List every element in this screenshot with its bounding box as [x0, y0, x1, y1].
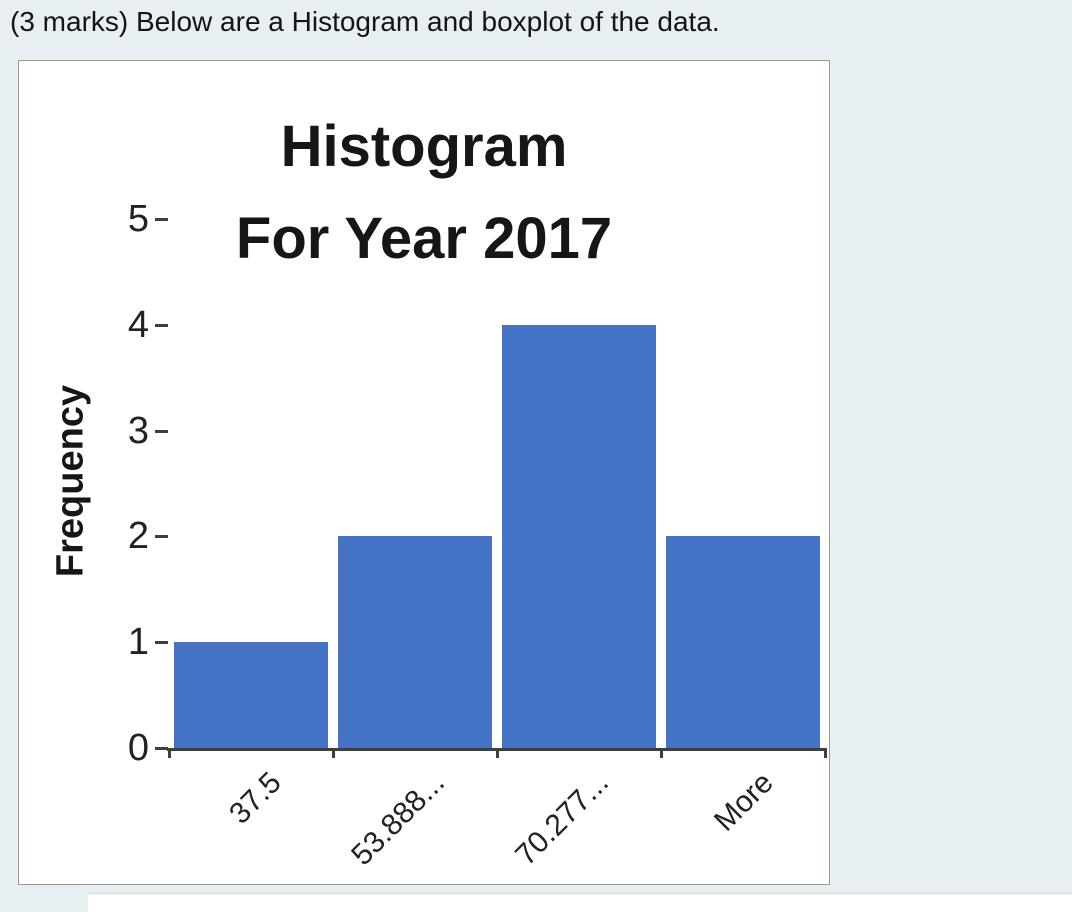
x-tick-label-text: 70.277... — [509, 766, 616, 872]
y-tick-mark — [155, 218, 168, 221]
chart-title-line2: For Year 2017 — [235, 206, 613, 271]
histogram-bar — [174, 642, 328, 748]
x-tick-mark — [496, 748, 499, 758]
chart-title: Histogram For Year 2017 — [19, 101, 829, 285]
x-tick-label-text: 37.5 — [222, 766, 288, 831]
x-tick-mark — [824, 748, 827, 758]
y-tick-label: 2 — [127, 515, 149, 558]
question-text: (3 marks) Below are a Histogram and boxp… — [10, 6, 720, 37]
histogram-bar — [666, 536, 820, 748]
chart-title-line1: Histogram — [280, 114, 568, 179]
y-tick-mark — [155, 747, 168, 750]
y-tick-mark — [155, 641, 168, 645]
histogram-bar — [338, 536, 492, 748]
y-tick-label: 4 — [127, 303, 149, 346]
histogram-bar — [502, 324, 656, 748]
y-tick-label: 5 — [127, 198, 149, 240]
x-tick-mark — [660, 748, 663, 758]
boxplot-panel-partial — [88, 893, 1072, 912]
x-tick-mark — [332, 748, 335, 758]
x-tick-mark — [168, 748, 171, 758]
x-tick-label-text: More — [707, 766, 780, 838]
y-tick-mark — [155, 429, 168, 433]
y-tick-label: 1 — [127, 621, 149, 664]
y-tick-label: 0 — [127, 727, 149, 769]
y-tick-mark — [155, 535, 168, 539]
y-tick-label: 3 — [127, 409, 149, 452]
x-tick-label-text: 53.888... — [345, 766, 452, 872]
y-tick-mark — [155, 323, 168, 327]
